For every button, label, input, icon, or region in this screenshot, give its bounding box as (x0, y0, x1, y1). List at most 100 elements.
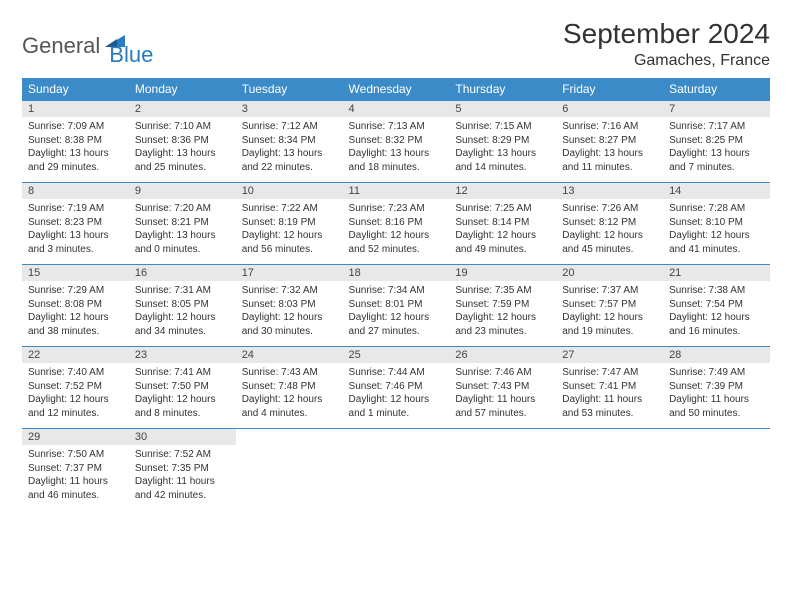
sunrise-line: Sunrise: 7:34 AM (349, 284, 444, 298)
day-content: Sunrise: 7:10 AMSunset: 8:36 PMDaylight:… (129, 117, 236, 179)
calendar-day-cell: 29Sunrise: 7:50 AMSunset: 7:37 PMDayligh… (22, 429, 129, 511)
day-content: Sunrise: 7:52 AMSunset: 7:35 PMDaylight:… (129, 445, 236, 507)
sunset-line: Sunset: 7:48 PM (242, 380, 337, 394)
calendar-day-cell (663, 429, 770, 511)
calendar-day-cell: 28Sunrise: 7:49 AMSunset: 7:39 PMDayligh… (663, 347, 770, 429)
daylight-line: Daylight: 12 hours and 16 minutes. (669, 311, 764, 338)
day-content: Sunrise: 7:37 AMSunset: 7:57 PMDaylight:… (556, 281, 663, 343)
month-title: September 2024 (563, 18, 770, 50)
calendar-day-cell: 30Sunrise: 7:52 AMSunset: 7:35 PMDayligh… (129, 429, 236, 511)
day-content: Sunrise: 7:16 AMSunset: 8:27 PMDaylight:… (556, 117, 663, 179)
sunset-line: Sunset: 8:08 PM (28, 298, 123, 312)
calendar-day-cell: 4Sunrise: 7:13 AMSunset: 8:32 PMDaylight… (343, 101, 450, 183)
day-number: 29 (22, 429, 129, 445)
sunrise-line: Sunrise: 7:37 AM (562, 284, 657, 298)
calendar-day-cell: 15Sunrise: 7:29 AMSunset: 8:08 PMDayligh… (22, 265, 129, 347)
sunset-line: Sunset: 8:25 PM (669, 134, 764, 148)
day-content: Sunrise: 7:20 AMSunset: 8:21 PMDaylight:… (129, 199, 236, 261)
logo-text-blue: Blue (109, 42, 153, 68)
logo-text-general: General (22, 33, 100, 59)
calendar-table: Sunday Monday Tuesday Wednesday Thursday… (22, 78, 770, 100)
sunrise-line: Sunrise: 7:28 AM (669, 202, 764, 216)
sunset-line: Sunset: 8:38 PM (28, 134, 123, 148)
dayname-thursday: Thursday (449, 78, 556, 100)
daylight-line: Daylight: 11 hours and 53 minutes. (562, 393, 657, 420)
sunset-line: Sunset: 7:46 PM (349, 380, 444, 394)
sunset-line: Sunset: 7:43 PM (455, 380, 550, 394)
calendar-day-cell: 13Sunrise: 7:26 AMSunset: 8:12 PMDayligh… (556, 183, 663, 265)
day-number: 26 (449, 347, 556, 363)
calendar-day-cell: 2Sunrise: 7:10 AMSunset: 8:36 PMDaylight… (129, 101, 236, 183)
sunset-line: Sunset: 8:29 PM (455, 134, 550, 148)
daylight-line: Daylight: 12 hours and 30 minutes. (242, 311, 337, 338)
sunrise-line: Sunrise: 7:09 AM (28, 120, 123, 134)
day-content: Sunrise: 7:44 AMSunset: 7:46 PMDaylight:… (343, 363, 450, 425)
calendar-day-cell: 6Sunrise: 7:16 AMSunset: 8:27 PMDaylight… (556, 101, 663, 183)
day-content: Sunrise: 7:38 AMSunset: 7:54 PMDaylight:… (663, 281, 770, 343)
day-content: Sunrise: 7:17 AMSunset: 8:25 PMDaylight:… (663, 117, 770, 179)
daylight-line: Daylight: 13 hours and 18 minutes. (349, 147, 444, 174)
dayname-tuesday: Tuesday (236, 78, 343, 100)
calendar-day-cell: 26 Sunrise: 7:46 AMSunset: 7:43 PMDayligh… (449, 347, 556, 429)
calendar-day-cell (343, 429, 450, 511)
sunset-line: Sunset: 7:54 PM (669, 298, 764, 312)
daylight-line: Daylight: 11 hours and 57 minutes. (455, 393, 550, 420)
calendar-day-cell: 5 Sunrise: 7:15 AMSunset: 8:29 PMDaylight… (449, 101, 556, 183)
day-number: 21 (663, 265, 770, 281)
day-content: Sunrise: 7:09 AMSunset: 8:38 PMDaylight:… (22, 117, 129, 179)
calendar-day-cell: 12Sunrise: 7:25 AMSunset: 8:14 PMDayligh… (449, 183, 556, 265)
day-number: 16 (129, 265, 236, 281)
daylight-line: Daylight: 13 hours and 3 minutes. (28, 229, 123, 256)
day-content: Sunrise: 7:49 AMSunset: 7:39 PMDaylight:… (663, 363, 770, 425)
sunrise-line: Sunrise: 7:12 AM (242, 120, 337, 134)
day-content: Sunrise: 7:29 AMSunset: 8:08 PMDaylight:… (22, 281, 129, 343)
daylight-line: Daylight: 13 hours and 25 minutes. (135, 147, 230, 174)
sunset-line: Sunset: 8:34 PM (242, 134, 337, 148)
day-content: Sunrise: 7:13 AMSunset: 8:32 PMDaylight:… (343, 117, 450, 179)
calendar-day-cell (449, 429, 556, 511)
sunrise-line: Sunrise: 7:38 AM (669, 284, 764, 298)
day-number: 27 (556, 347, 663, 363)
daylight-line: Daylight: 11 hours and 46 minutes. (28, 475, 123, 502)
sunset-line: Sunset: 8:10 PM (669, 216, 764, 230)
sunrise-line: Sunrise: 7:22 AM (242, 202, 337, 216)
page-header: General Blue September 2024 Gamaches, Fr… (22, 18, 770, 70)
daylight-line: Daylight: 12 hours and 41 minutes. (669, 229, 764, 256)
sunrise-line: Sunrise: 7:13 AM (349, 120, 444, 134)
sunset-line: Sunset: 7:59 PM (455, 298, 550, 312)
day-number: 20 (556, 265, 663, 281)
day-number: 13 (556, 183, 663, 199)
sunset-line: Sunset: 8:05 PM (135, 298, 230, 312)
day-number: 24 (236, 347, 343, 363)
daylight-line: Daylight: 13 hours and 0 minutes. (135, 229, 230, 256)
calendar-day-cell: 14 Sunrise: 7:28 AMSunset: 8:10 PMDayligh… (663, 183, 770, 265)
sunset-line: Sunset: 7:52 PM (28, 380, 123, 394)
calendar-day-cell: 10Sunrise: 7:22 AMSunset: 8:19 PMDayligh… (236, 183, 343, 265)
day-number: 5 (449, 101, 556, 117)
sunrise-line: Sunrise: 7:46 AM (455, 366, 550, 380)
calendar-day-cell: 22Sunrise: 7:40 AMSunset: 7:52 PMDayligh… (22, 347, 129, 429)
daylight-line: Daylight: 12 hours and 23 minutes. (455, 311, 550, 338)
calendar-day-cell: 21Sunrise: 7:38 AMSunset: 7:54 PMDayligh… (663, 265, 770, 347)
calendar-week-row: 1Sunrise: 7:09 AMSunset: 8:38 PMDaylight… (22, 101, 770, 183)
day-number: 28 (663, 347, 770, 363)
sunrise-line: Sunrise: 7:16 AM (562, 120, 657, 134)
calendar-day-cell: 7Sunrise: 7:17 AMSunset: 8:25 PMDaylight… (663, 101, 770, 183)
sunrise-line: Sunrise: 7:35 AM (455, 284, 550, 298)
daylight-line: Daylight: 12 hours and 45 minutes. (562, 229, 657, 256)
day-number: 30 (129, 429, 236, 445)
sunrise-line: Sunrise: 7:44 AM (349, 366, 444, 380)
daylight-line: Daylight: 12 hours and 27 minutes. (349, 311, 444, 338)
daylight-line: Daylight: 13 hours and 14 minutes. (455, 147, 550, 174)
day-number: 14 (663, 183, 770, 199)
calendar-day-cell: 8Sunrise: 7:19 AMSunset: 8:23 PMDaylight… (22, 183, 129, 265)
daylight-line: Daylight: 11 hours and 50 minutes. (669, 393, 764, 420)
sunrise-line: Sunrise: 7:19 AM (28, 202, 123, 216)
sunset-line: Sunset: 7:39 PM (669, 380, 764, 394)
sunrise-line: Sunrise: 7:10 AM (135, 120, 230, 134)
day-content: Sunrise: 7:12 AMSunset: 8:34 PMDaylight:… (236, 117, 343, 179)
sunrise-line: Sunrise: 7:15 AM (455, 120, 550, 134)
sunrise-line: Sunrise: 7:31 AM (135, 284, 230, 298)
sunrise-line: Sunrise: 7:43 AM (242, 366, 337, 380)
sunset-line: Sunset: 8:14 PM (455, 216, 550, 230)
